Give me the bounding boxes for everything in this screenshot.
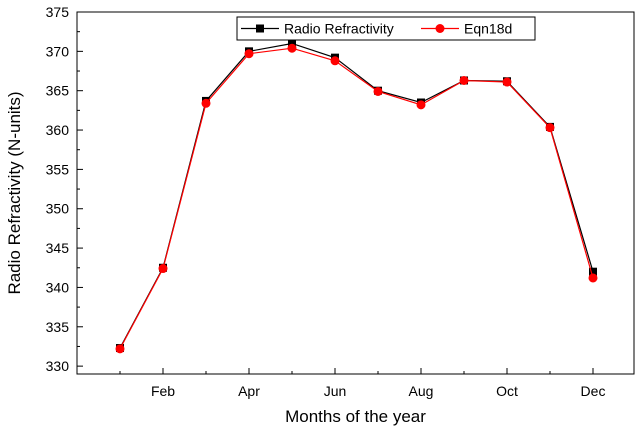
series-line-2	[119, 47, 594, 350]
circle-marker	[287, 43, 297, 53]
circle-marker	[459, 75, 469, 85]
x-axis-label: Months of the year	[285, 407, 426, 426]
y-axis-label: Radio Refractivity (N-units)	[5, 91, 24, 294]
plot-frame	[76, 11, 635, 375]
x-tick-label: Feb	[151, 383, 175, 399]
y-tick-label: 360	[46, 122, 70, 138]
legend-label: Eqn18d	[464, 21, 512, 37]
y-tick-label: 355	[46, 161, 70, 177]
circle-marker	[244, 49, 254, 59]
circle-marker	[115, 344, 125, 354]
legend-label: Radio Refractivity	[284, 21, 394, 37]
circle-marker	[588, 273, 598, 283]
series-line-1	[119, 42, 594, 349]
legend: Radio Refractivity Eqn18d	[236, 16, 536, 41]
y-tick-label: 350	[46, 201, 70, 217]
circle-marker	[330, 56, 340, 66]
circle-marker	[416, 100, 426, 110]
x-tick-label: Dec	[581, 383, 606, 399]
y-tick-label: 330	[46, 358, 70, 374]
circle-marker	[373, 86, 383, 96]
legend-box	[236, 16, 536, 41]
y-tick-label: 365	[46, 83, 70, 99]
y-tick-label: 345	[46, 240, 70, 256]
y-tick-label: 335	[46, 319, 70, 335]
x-axis: Feb Apr Jun Aug Oct Dec	[119, 368, 606, 399]
y-tick-label: 370	[46, 43, 70, 59]
x-tick-label: Jun	[324, 383, 347, 399]
y-tick-label: 375	[46, 4, 70, 20]
y-tick-label: 340	[46, 279, 70, 295]
legend-square-marker	[256, 24, 264, 33]
x-tick-label: Aug	[409, 383, 434, 399]
circle-marker	[502, 77, 512, 87]
legend-circle-marker	[435, 24, 445, 33]
series-layer	[115, 39, 598, 354]
y-axis: 330 335 340 345 350 355 360 365 370 375	[46, 4, 83, 374]
circle-marker	[545, 123, 555, 133]
x-tick-label: Apr	[238, 383, 260, 399]
x-tick-label: Oct	[496, 383, 518, 399]
circle-marker	[158, 264, 168, 274]
circle-marker	[201, 98, 211, 108]
square-marker	[589, 267, 597, 276]
square-marker	[288, 39, 296, 48]
